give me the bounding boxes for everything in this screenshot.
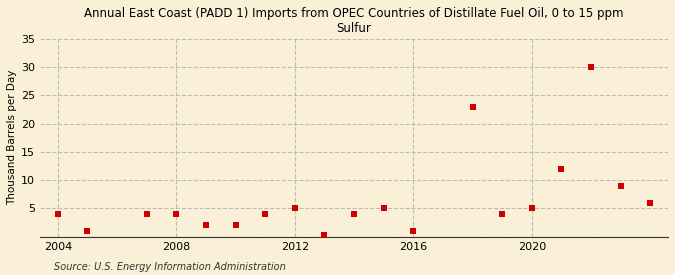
- Point: [615, 184, 626, 188]
- Point: [53, 212, 63, 216]
- Title: Annual East Coast (PADD 1) Imports from OPEC Countries of Distillate Fuel Oil, 0: Annual East Coast (PADD 1) Imports from …: [84, 7, 624, 35]
- Point: [378, 206, 389, 211]
- Point: [556, 167, 567, 171]
- Point: [171, 212, 182, 216]
- Point: [497, 212, 508, 216]
- Point: [467, 104, 478, 109]
- Point: [82, 229, 93, 233]
- Point: [349, 212, 360, 216]
- Point: [290, 206, 300, 211]
- Point: [586, 65, 597, 69]
- Y-axis label: Thousand Barrels per Day: Thousand Barrels per Day: [7, 70, 17, 205]
- Point: [526, 206, 537, 211]
- Text: Source: U.S. Energy Information Administration: Source: U.S. Energy Information Administ…: [54, 262, 286, 272]
- Point: [408, 229, 418, 233]
- Point: [141, 212, 152, 216]
- Point: [645, 200, 655, 205]
- Point: [200, 223, 211, 228]
- Point: [319, 233, 330, 237]
- Point: [230, 223, 241, 228]
- Point: [260, 212, 271, 216]
